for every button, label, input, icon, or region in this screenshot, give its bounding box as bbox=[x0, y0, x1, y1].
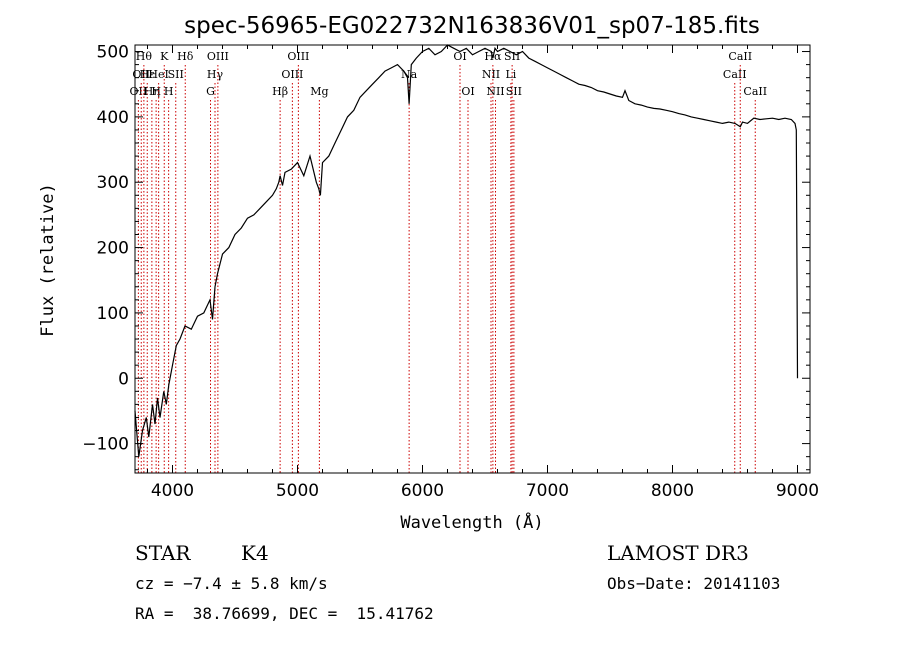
line-marker-label-29: CaII bbox=[743, 85, 767, 98]
line-marker-label-23: NII bbox=[486, 85, 504, 98]
y-tick-label-3: 200 bbox=[97, 239, 129, 259]
line-marker-label-10: Hδ bbox=[177, 50, 194, 63]
line-marker-label-21: NII bbox=[482, 68, 500, 81]
y-tick-label-1: 0 bbox=[118, 369, 129, 389]
x-tick-label-3: 7000 bbox=[526, 481, 569, 501]
x-tick-label-4: 8000 bbox=[651, 481, 694, 501]
line-marker-label-26: SII bbox=[506, 85, 522, 98]
y-tick-label-0: −100 bbox=[82, 435, 129, 455]
line-marker-label-17: Mg bbox=[310, 85, 328, 98]
x-axis-label: Wavelength (Å) bbox=[400, 511, 543, 533]
line-marker-label-13: OIII bbox=[207, 50, 229, 63]
y-tick-label-5: 400 bbox=[97, 108, 129, 128]
survey-name: LAMOST DR3 bbox=[607, 541, 749, 565]
plot-frame bbox=[134, 44, 811, 474]
line-marker-label-15: OIII bbox=[281, 68, 303, 81]
line-marker-label-12: Hγ bbox=[207, 68, 224, 81]
line-marker-label-7: K bbox=[160, 50, 169, 63]
line-marker-label-11: G bbox=[206, 85, 215, 98]
object-class: STAR bbox=[135, 541, 191, 565]
line-marker-label-2: Hθ bbox=[136, 50, 153, 63]
line-marker-label-27: CaII bbox=[723, 68, 747, 81]
line-marker-label-19: OI bbox=[453, 50, 466, 63]
x-tick-label-1: 5000 bbox=[276, 481, 319, 501]
y-axis-label: Flux (relative) bbox=[38, 183, 58, 337]
subclass: K4 bbox=[241, 541, 269, 565]
line-marker-label-16: OIII bbox=[287, 50, 309, 63]
line-marker-label-3: Hε bbox=[140, 68, 156, 81]
line-marker-label-24: Li bbox=[505, 68, 516, 81]
line-marker-label-5: H bbox=[151, 85, 161, 98]
line-markers: OIIOIIHθHεHηHHeIKHSIIHδGHγOIIIHβOIIIOIII… bbox=[130, 50, 767, 473]
y-tick-label-6: 500 bbox=[97, 43, 129, 63]
line-marker-label-14: Hβ bbox=[272, 85, 288, 98]
ra-dec-coords: RA = 38.76699, DEC = 15.41762 bbox=[135, 604, 434, 623]
line-marker-label-28: CaII bbox=[728, 50, 752, 63]
line-marker-label-4: Hη bbox=[144, 85, 160, 98]
x-tick-label-5: 9000 bbox=[776, 481, 819, 501]
spectrum-series bbox=[134, 44, 799, 457]
redshift-cz: cz = −7.4 ± 5.8 km/s bbox=[135, 574, 328, 593]
line-marker-label-18: Na bbox=[401, 68, 418, 81]
spectrum-line-0 bbox=[134, 44, 799, 457]
x-tick-label-2: 6000 bbox=[401, 481, 444, 501]
line-marker-label-0: OII bbox=[130, 85, 148, 98]
line-marker-label-8: H bbox=[164, 85, 174, 98]
line-marker-label-25: SII bbox=[504, 50, 520, 63]
axis-ticks: 4000 5000 6000 7000 8000 9000 −100 0 100 200 300 40… bbox=[82, 43, 819, 501]
line-marker-label-9: SII bbox=[168, 68, 184, 81]
chart-title: spec-56965-EG022732N163836V01_sp07-185.f… bbox=[184, 13, 760, 39]
y-tick-label-2: 100 bbox=[97, 304, 129, 324]
line-marker-label-6: HeI bbox=[148, 68, 168, 81]
obs-date: Obs−Date: 20141103 bbox=[607, 574, 780, 593]
y-tick-label-4: 300 bbox=[97, 173, 129, 193]
x-tick-label-0: 4000 bbox=[151, 481, 194, 501]
line-marker-label-20: OI bbox=[461, 85, 474, 98]
